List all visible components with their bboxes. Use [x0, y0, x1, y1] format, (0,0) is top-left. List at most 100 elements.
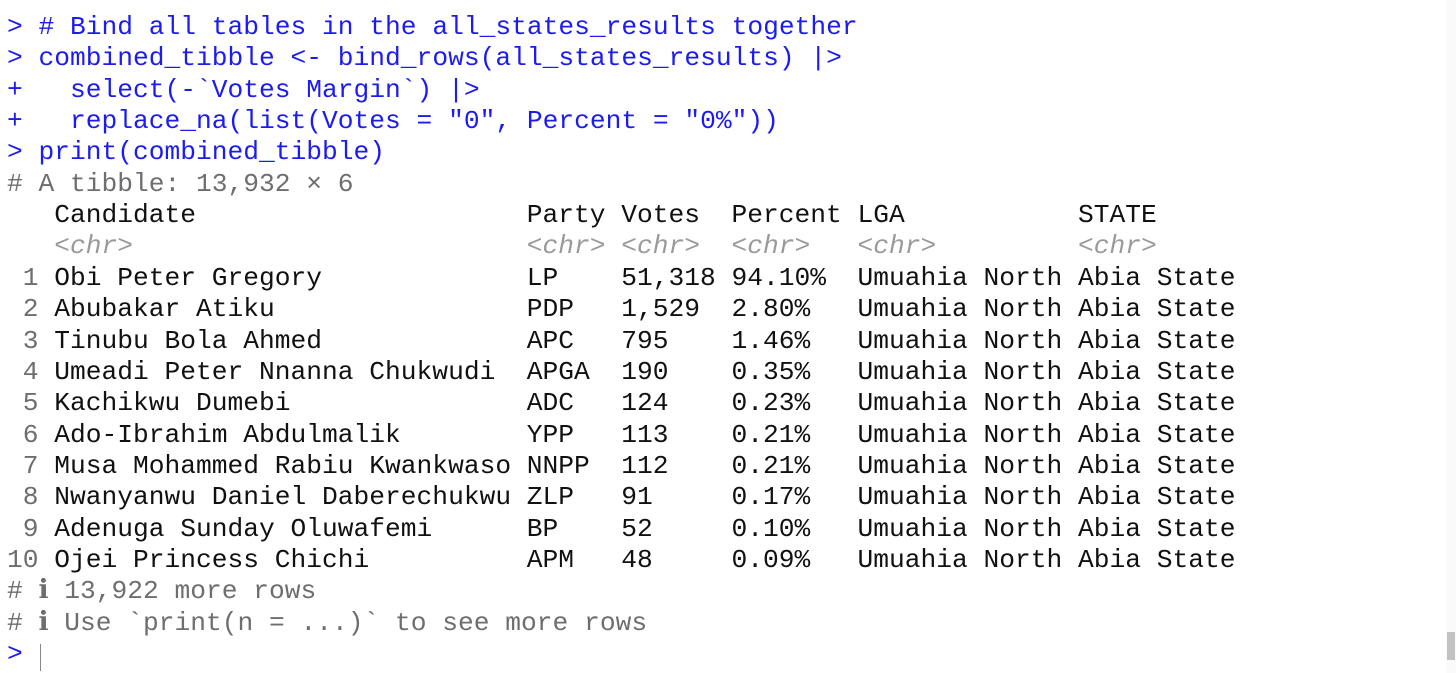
cell: Umuahia North [857, 388, 1063, 419]
row-index: 6 [22, 419, 39, 450]
row-index: 5 [22, 388, 39, 419]
cell: BP [526, 513, 559, 544]
prompt: > [7, 12, 23, 42]
footer-note: # ℹ 13,922 more rows [7, 576, 317, 607]
cell: Umeadi Peter Nnanna Chukwudi [54, 356, 496, 387]
cell: 795 [621, 325, 669, 356]
cell: Abubakar Atiku [54, 294, 275, 325]
scrollbar [1446, 0, 1456, 673]
code: print(combined_tibble) [38, 137, 386, 168]
cell: 112 [621, 450, 669, 481]
cell: 94.10% [731, 262, 827, 293]
cell: Umuahia North [857, 482, 1063, 513]
cell: 0.23% [731, 388, 811, 419]
row-index: 10 [7, 544, 39, 575]
cell: Abia State [1078, 513, 1236, 544]
cell: 2.80% [731, 294, 811, 325]
code: # Bind all tables in the all_states_resu… [38, 12, 858, 42]
column-type: <chr> [857, 231, 937, 262]
column-name: Candidate [54, 200, 197, 231]
row-index: 1 [22, 262, 39, 293]
cell: 0.21% [731, 450, 811, 481]
cell: Umuahia North [857, 262, 1063, 293]
cell: 52 [621, 513, 653, 544]
cell: 1,529 [621, 294, 701, 325]
cell: Abia State [1078, 544, 1236, 575]
code: combined_tibble <- bind_rows(all_states_… [38, 43, 842, 74]
row-index: 3 [22, 325, 39, 356]
row-index: 8 [22, 482, 39, 513]
column-type: <chr> [526, 231, 606, 262]
cell: 0.35% [731, 356, 811, 387]
row-index: 4 [22, 356, 39, 387]
column-type: <chr> [621, 231, 701, 262]
cell: Kachikwu Dumebi [54, 388, 291, 419]
cell: 113 [621, 419, 669, 450]
column-name: STATE [1078, 200, 1157, 231]
cell: ADC [526, 388, 575, 419]
cell: Umuahia North [857, 419, 1063, 450]
cell: Ojei Princess Chichi [54, 544, 370, 575]
cell: Ado-Ibrahim Abdulmalik [54, 419, 401, 450]
column-name: Votes [621, 200, 701, 231]
cell: 124 [621, 388, 669, 419]
column-name: Percent [731, 200, 842, 231]
code: select(-`Votes Margin`) |> [38, 74, 480, 105]
column-type: <chr> [1078, 231, 1157, 262]
cell: Nwanyanwu Daniel Daberechukwu [54, 482, 512, 513]
cell: Abia State [1078, 482, 1236, 513]
row-index: 2 [22, 294, 39, 325]
text-cursor [40, 644, 41, 671]
cell: Abia State [1078, 388, 1236, 419]
cell: NNPP [526, 450, 590, 481]
cell: 51,318 [621, 262, 716, 293]
cell: Umuahia North [857, 356, 1063, 387]
cell: Abia State [1078, 262, 1236, 293]
cell: 0.17% [731, 482, 811, 513]
prompt: > [7, 137, 23, 168]
cell: Abia State [1078, 356, 1236, 387]
cell: Obi Peter Gregory [54, 262, 323, 293]
cell: APM [526, 544, 575, 575]
row-index: 7 [22, 450, 39, 481]
column-type: <chr> [54, 231, 134, 262]
cell: Musa Mohammed Rabiu Kwankwaso [54, 450, 512, 481]
cell: YPP [526, 419, 575, 450]
column-name: LGA [857, 200, 905, 231]
cell: Umuahia North [857, 544, 1063, 575]
cell: Umuahia North [857, 513, 1063, 544]
row-index: 9 [22, 513, 39, 544]
cell: 1.46% [731, 325, 811, 356]
cell: Abia State [1078, 419, 1236, 450]
cell: 0.09% [731, 544, 811, 575]
column-name: Party [526, 200, 606, 231]
cell: 48 [621, 544, 653, 575]
cell: 190 [621, 356, 669, 387]
cell: LP [526, 262, 559, 293]
cell: Abia State [1078, 450, 1236, 481]
cell: Abia State [1078, 294, 1236, 325]
cell: APGA [526, 356, 590, 387]
cell: PDP [526, 294, 575, 325]
cell: 91 [621, 482, 653, 513]
column-type: <chr> [731, 231, 811, 262]
cell: Tinubu Bola Ahmed [54, 325, 323, 356]
code: replace_na(list(Votes = "0", Percent = "… [38, 106, 779, 137]
cell: ZLP [526, 482, 575, 513]
cell: Adenuga Sunday Oluwafemi [54, 513, 433, 544]
cell: Abia State [1078, 325, 1236, 356]
prompt: + [7, 106, 23, 137]
cell: 0.21% [731, 419, 811, 450]
cell: APC [526, 325, 575, 356]
scroll-thumb[interactable] [1447, 632, 1455, 660]
cell: Umuahia North [857, 325, 1063, 356]
prompt: > [7, 43, 23, 74]
cell: Umuahia North [857, 450, 1063, 481]
footer-note: # ℹ Use `print(n = ...)` to see more row… [7, 607, 648, 638]
cell: Umuahia North [857, 294, 1063, 325]
prompt: > [7, 639, 23, 669]
cell: 0.10% [731, 513, 811, 544]
prompt: + [7, 74, 23, 105]
